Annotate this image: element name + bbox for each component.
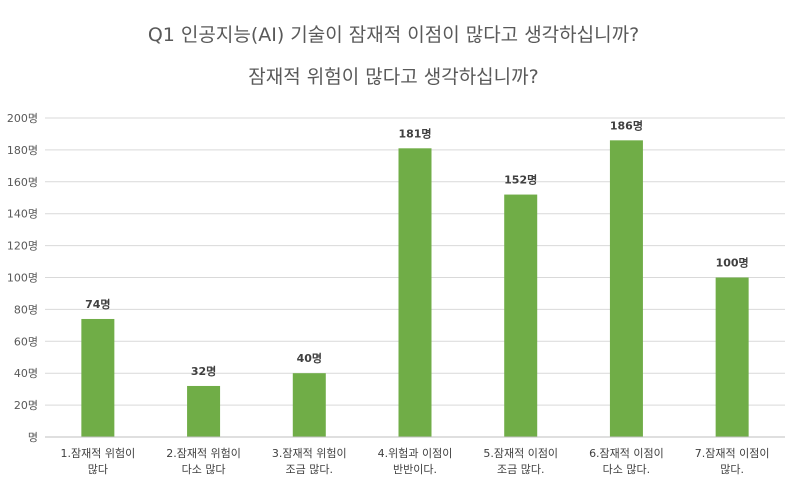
- x-category-label: 5.잠재적 이점이: [483, 447, 558, 460]
- x-category-label: 반반이다.: [393, 463, 437, 476]
- y-tick-label: 명: [28, 431, 38, 444]
- x-category-label: 조금 많다.: [497, 463, 544, 476]
- x-category-label: 6.잠재적 이점이: [589, 447, 664, 460]
- bar: [609, 140, 643, 437]
- chart-title: Q1 인공지능(AI) 기술이 잠재적 이점이 많다고 생각하십니까?: [147, 24, 640, 46]
- y-tick-label: 180명: [7, 144, 38, 157]
- bar: [715, 277, 749, 437]
- y-tick-label: 160명: [7, 176, 38, 189]
- y-tick-label: 140명: [7, 208, 38, 221]
- bar: [398, 148, 432, 437]
- bar: [504, 194, 538, 437]
- bar: [187, 385, 221, 437]
- x-category-label: 많다.: [720, 463, 744, 476]
- y-tick-label: 40명: [14, 367, 38, 380]
- data-label: 40명: [297, 351, 322, 365]
- data-label: 32명: [191, 364, 216, 378]
- x-category-label: 많다: [88, 463, 108, 476]
- x-category-label: 4.위험과 이점이: [378, 447, 453, 460]
- x-category-label: 3.잠재적 위험이: [272, 447, 347, 460]
- data-label: 74명: [85, 297, 110, 311]
- x-category-label: 2.잠재적 위험이: [166, 447, 241, 460]
- chart-subtitle: 잠재적 위험이 많다고 생각하십니까?: [248, 66, 539, 88]
- y-tick-label: 80명: [14, 303, 38, 316]
- bar: [292, 373, 326, 437]
- y-tick-label: 60명: [14, 335, 38, 348]
- data-label: 186명: [610, 118, 643, 132]
- y-tick-label: 200명: [7, 112, 38, 125]
- data-label: 100명: [716, 256, 749, 270]
- x-category-label: 다소 많다: [182, 463, 226, 476]
- x-category-label: 다소 많다.: [603, 463, 650, 476]
- y-tick-label: 20명: [14, 399, 38, 412]
- x-category-label: 조금 많다.: [286, 463, 333, 476]
- y-tick-label: 120명: [7, 240, 38, 253]
- data-label: 152명: [504, 173, 537, 187]
- x-category-label: 1.잠재적 위험이: [60, 447, 135, 460]
- bar: [81, 318, 115, 437]
- data-label: 181명: [398, 126, 431, 140]
- x-category-label: 7.잠재적 이점이: [695, 447, 770, 460]
- y-tick-label: 100명: [7, 272, 38, 285]
